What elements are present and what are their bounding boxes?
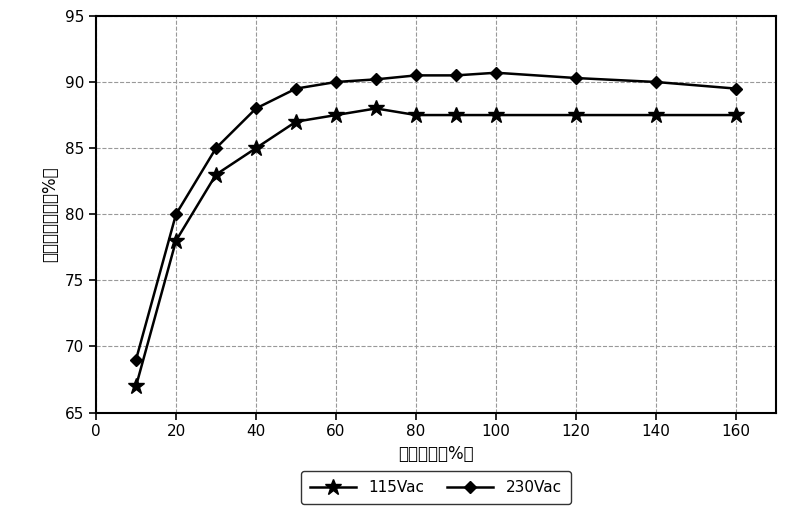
230Vac [251, 105, 261, 112]
115Vac [291, 118, 301, 125]
Line: 230Vac: 230Vac [132, 69, 740, 364]
115Vac [371, 105, 381, 112]
230Vac [451, 72, 461, 78]
Legend: 115Vac, 230Vac: 115Vac, 230Vac [302, 471, 570, 504]
230Vac [731, 85, 741, 92]
230Vac [131, 357, 141, 363]
230Vac [651, 79, 661, 85]
230Vac [331, 79, 341, 85]
230Vac [491, 69, 501, 76]
X-axis label: 电源负载（%）: 电源负载（%） [398, 445, 474, 463]
230Vac [171, 211, 181, 217]
230Vac [291, 85, 301, 92]
230Vac [411, 72, 421, 78]
115Vac [731, 112, 741, 118]
115Vac [651, 112, 661, 118]
115Vac [331, 112, 341, 118]
115Vac [491, 112, 501, 118]
115Vac [171, 238, 181, 244]
230Vac [371, 76, 381, 83]
230Vac [571, 75, 581, 81]
115Vac [211, 171, 221, 178]
115Vac [131, 383, 141, 389]
115Vac [571, 112, 581, 118]
115Vac [251, 145, 261, 151]
230Vac [211, 145, 221, 151]
Y-axis label: 电源转换效率（%）: 电源转换效率（%） [42, 167, 59, 262]
115Vac [411, 112, 421, 118]
115Vac [451, 112, 461, 118]
Line: 115Vac: 115Vac [128, 100, 744, 395]
